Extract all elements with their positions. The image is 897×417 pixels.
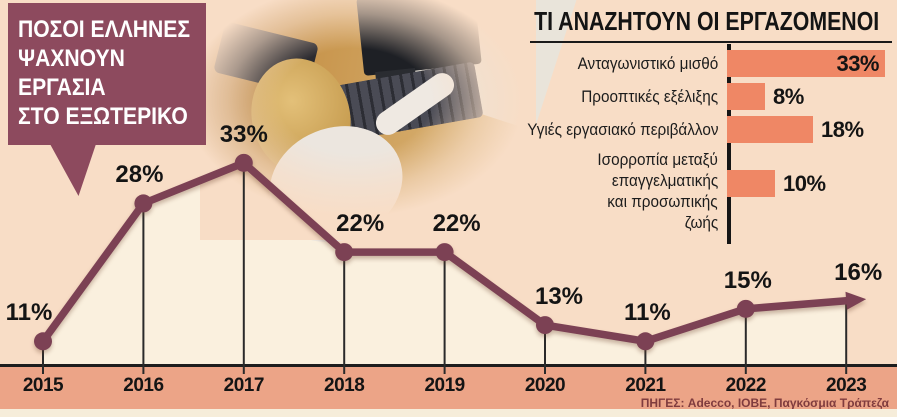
data-point	[736, 299, 755, 318]
chart-title-line: ΠΟΣΟΙ ΕΛΛΗΝΕΣ	[18, 16, 191, 43]
bar-chart-panel: ΤΙ ΑΝΑΖΗΤΟΥΝ ΟΙ ΕΡΓΑΖΟΜΕΝΟΙ Ανταγωνιστικ…	[526, 6, 892, 244]
year-label: 2019	[424, 375, 465, 396]
point-label: 16%	[834, 258, 883, 286]
bar-track: 8%	[727, 83, 804, 110]
bar-row: Υγιές εργασιακό περιβάλλον 18%	[526, 116, 892, 143]
bar-label-line: Προοπτικές εξέλιξης	[581, 87, 718, 106]
year-label: 2020	[524, 375, 566, 396]
title-rule	[530, 41, 892, 43]
trend-arrow-icon	[845, 291, 867, 310]
data-point	[134, 194, 153, 213]
x-axis-strip: 2015 2016 2017 2018 2019 2020 2021 2022 2023 ΠΗΓ…	[0, 364, 897, 410]
bar-label-line: Ισορροπία μεταξύ	[597, 150, 718, 169]
bar-value: 33%	[836, 50, 879, 76]
bar-value: 10%	[783, 170, 826, 196]
bar-row: Προοπτικές εξέλιξης 8%	[530, 83, 892, 110]
bar	[727, 83, 765, 110]
bar-chart-title: ΤΙ ΑΝΑΖΗΤΟΥΝ ΟΙ ΕΡΓΑΖΟΜΕΝΟΙ	[534, 6, 880, 36]
point-label: 13%	[534, 283, 584, 311]
bar-label-line: ζωής	[684, 213, 718, 232]
data-point	[536, 316, 554, 335]
bar-label-line: Ανταγωνιστικό μισθό	[577, 54, 718, 73]
bar-label: Προοπτικές εξέλιξης	[530, 86, 727, 107]
data-point	[636, 332, 655, 351]
bar-label: Ισορροπία μεταξύ επαγγελματικής και προσωπ…	[530, 149, 727, 233]
chart-title: ΠΟΣΟΙ ΕΛΛΗΝΕΣ ΨΑΧΝΟΥΝ ΕΡΓΑΣΙΑ ΣΤΟ ΕΞΩΤΕΡΙΚΟ	[18, 15, 206, 131]
chart-title-line: ΨΑΧΝΟΥΝ	[18, 45, 125, 72]
data-point	[335, 243, 354, 262]
bar: 33%	[727, 50, 885, 77]
year-label: 2023	[826, 375, 867, 396]
year-label: 2022	[725, 375, 767, 396]
bar-track: 18%	[727, 116, 864, 143]
year-label: 2015	[22, 375, 64, 396]
photo-fade-overlay	[200, 0, 536, 240]
bar-value: 18%	[821, 116, 864, 142]
bar-track: 33%	[727, 50, 885, 77]
bar-value: 8%	[773, 83, 804, 109]
point-label: 15%	[723, 266, 772, 294]
bar-label-line: και προσωπικής	[607, 192, 718, 211]
bar-track: 10%	[727, 170, 826, 197]
bar	[727, 116, 813, 143]
data-point	[34, 332, 52, 351]
point-label: 28%	[115, 161, 164, 189]
year-label: 2018	[324, 375, 365, 396]
bar-row: Ισορροπία μεταξύ επαγγελματικής και προσωπ…	[530, 149, 892, 233]
source-note: ΠΗΓΕΣ: Adecco, ΙΟΒΕ, Παγκόσμια Τράπεζα	[640, 396, 889, 410]
point-label: 11%	[624, 299, 671, 327]
bar-label-line: Υγιές εργασιακό περιβάλλον	[526, 120, 718, 139]
year-label: 2017	[223, 375, 265, 396]
chart-title-bubble: ΠΟΣΟΙ ΕΛΛΗΝΕΣ ΨΑΧΝΟΥΝ ΕΡΓΑΣΙΑ ΣΤΟ ΕΞΩΤΕΡΙΚΟ	[8, 3, 206, 145]
bars-axis	[727, 44, 731, 244]
bar-label-line: επαγγελματικής	[611, 171, 718, 190]
woman-at-computer-photo	[200, 0, 581, 262]
footer-strip	[0, 409, 897, 417]
year-label: 2016	[123, 375, 164, 396]
year-label: 2021	[625, 375, 666, 396]
bar	[727, 170, 775, 197]
chart-title-line: ΕΡΓΑΣΙΑ	[18, 74, 106, 101]
bubble-tail	[50, 144, 96, 196]
bar-row: Ανταγωνιστικό μισθό 33%	[530, 50, 892, 77]
chart-title-line: ΣΤΟ ΕΞΩΤΕΡΙΚΟ	[18, 103, 188, 130]
bar-label: Υγιές εργασιακό περιβάλλον	[526, 119, 727, 140]
bar-label: Ανταγωνιστικό μισθό	[530, 53, 727, 74]
data-point	[435, 243, 454, 262]
bars-container: Ανταγωνιστικό μισθό 33% Προοπτικές εξέλιξη…	[526, 44, 892, 244]
point-label: 11%	[5, 299, 53, 327]
